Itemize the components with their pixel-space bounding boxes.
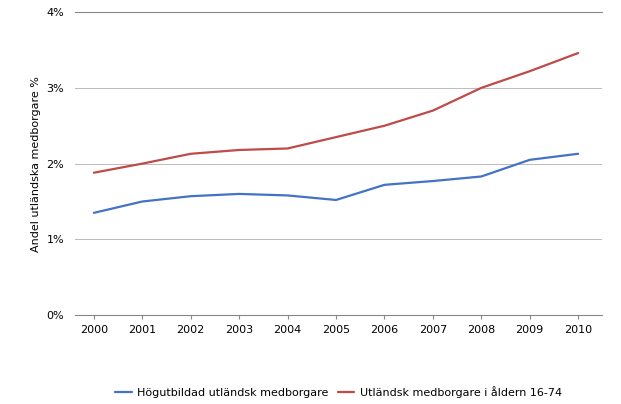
Utländsk medborgare i åldern 16-74 (284, 146, 291, 151)
Högutbildad utländsk medborgare (90, 210, 97, 215)
Högutbildad utländsk medborgare (381, 183, 388, 187)
Utländsk medborgare i åldern 16-74 (90, 170, 97, 175)
Utländsk medborgare i åldern 16-74 (381, 123, 388, 128)
Högutbildad utländsk medborgare (284, 193, 291, 198)
Högutbildad utländsk medborgare (478, 174, 485, 179)
Utländsk medborgare i åldern 16-74 (429, 108, 437, 113)
Högutbildad utländsk medborgare (332, 198, 340, 202)
Högutbildad utländsk medborgare (235, 191, 243, 196)
Legend: Högutbildad utländsk medborgare, Utländsk medborgare i åldern 16-74: Högutbildad utländsk medborgare, Utländs… (113, 384, 564, 400)
Högutbildad utländsk medborgare (429, 179, 437, 183)
Högutbildad utländsk medborgare (138, 199, 146, 204)
Utländsk medborgare i åldern 16-74 (332, 135, 340, 139)
Utländsk medborgare i åldern 16-74 (478, 86, 485, 90)
Högutbildad utländsk medborgare (574, 152, 582, 156)
Högutbildad utländsk medborgare (526, 158, 533, 162)
Line: Högutbildad utländsk medborgare: Högutbildad utländsk medborgare (94, 154, 578, 213)
Utländsk medborgare i åldern 16-74 (138, 161, 146, 166)
Högutbildad utländsk medborgare (187, 194, 194, 199)
Utländsk medborgare i åldern 16-74 (187, 152, 194, 156)
Utländsk medborgare i åldern 16-74 (235, 147, 243, 152)
Utländsk medborgare i åldern 16-74 (574, 50, 582, 55)
Y-axis label: Andel utländska medborgare %: Andel utländska medborgare % (31, 76, 41, 252)
Line: Utländsk medborgare i åldern 16-74: Utländsk medborgare i åldern 16-74 (94, 53, 578, 173)
Utländsk medborgare i åldern 16-74 (526, 69, 533, 74)
